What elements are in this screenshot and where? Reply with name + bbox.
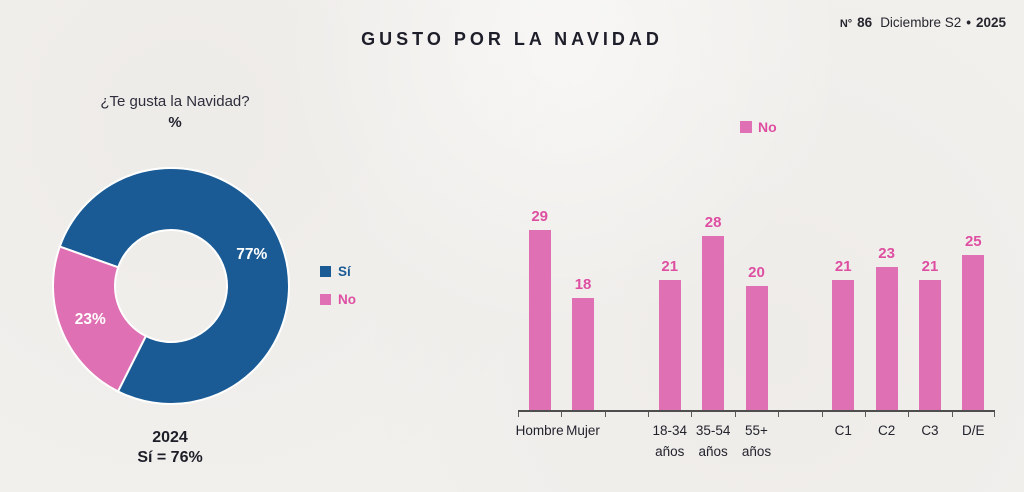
axis-tick — [561, 412, 563, 417]
axis-tick — [778, 412, 780, 417]
donut-note: 2024 Sí = 76% — [70, 428, 270, 468]
no-legend-label: No — [338, 292, 356, 307]
category-label: C1 — [834, 423, 852, 438]
category-label: 18-34 años — [652, 423, 688, 459]
donut-legend: Sí No — [320, 264, 356, 320]
x-axis-ticks — [518, 412, 995, 418]
donut-question-text: ¿Te gusta la Navidad? — [100, 93, 250, 110]
bar-value-label: 29 — [531, 208, 549, 225]
donut-slice-sí — [58, 167, 290, 405]
category-label: C2 — [877, 423, 896, 438]
bar-no-legend-label: No — [758, 119, 777, 135]
issue-year: 2025 — [975, 15, 1006, 30]
axis-tick — [821, 412, 823, 417]
bar-18-34-a-os — [658, 280, 681, 411]
legend-item-si: Sí — [320, 264, 356, 279]
note-value: Sí = 76% — [137, 449, 203, 466]
bar-value-label: 28 — [704, 214, 722, 231]
bar-value-label: 21 — [834, 258, 852, 275]
donut-unit-label: % — [168, 114, 182, 131]
category-label: Hombre — [515, 423, 564, 438]
axis-tick — [994, 412, 995, 417]
bar-c3 — [918, 280, 941, 411]
axis-tick — [908, 412, 910, 417]
donut-slice-label: 23% — [75, 311, 106, 328]
bar-55-a-os — [745, 286, 768, 411]
issue-number: 86 — [857, 15, 873, 30]
bar-value-label: 18 — [574, 276, 592, 293]
donut-chart: 77% 23% — [52, 167, 290, 405]
bar-d-e — [962, 255, 985, 411]
issue-info: N° 86 Diciembre S2 • 2025 — [840, 15, 1006, 30]
axis-tick — [864, 412, 866, 417]
category-label: C3 — [921, 423, 939, 438]
category-label: 55+ años — [741, 423, 772, 459]
bar-c1 — [832, 280, 855, 411]
axis-tick — [648, 412, 650, 417]
si-legend-label: Sí — [338, 264, 351, 279]
x-axis-category-labels: Hombre Mujer 18-34 años 35-54 años 55+ años C1 C2… — [516, 420, 995, 470]
axis-tick — [604, 412, 606, 417]
issue-number-symbol: N° — [839, 18, 853, 30]
category-label: D/E — [962, 423, 985, 438]
issue-separator: • — [966, 15, 971, 30]
page-title: GUSTO POR LA NAVIDAD — [361, 29, 663, 49]
axis-tick — [691, 412, 693, 417]
bar-no-legend-swatch — [740, 121, 752, 133]
bar-value-label: 23 — [878, 245, 895, 262]
axis-tick — [518, 412, 519, 417]
bar-35-54-a-os — [702, 236, 725, 411]
bar-hombre — [528, 230, 551, 411]
note-year: 2024 — [152, 429, 188, 446]
legend-item-no: No — [320, 292, 356, 307]
bar-c2 — [875, 267, 898, 411]
category-label: 35-54 años — [695, 423, 731, 459]
donut-slice-no — [52, 245, 148, 393]
donut-question: ¿Te gusta la Navidad? % — [65, 92, 285, 132]
issue-period: Diciembre S2 — [880, 15, 962, 30]
si-legend-swatch — [320, 266, 331, 277]
bar-value-label: 25 — [964, 233, 982, 250]
bar-value-label: 21 — [661, 258, 679, 275]
bar-value-label: 20 — [748, 264, 765, 281]
category-label: Mujer — [566, 423, 600, 438]
bar-chart-plot: 29 18 21 28 20 21 23 21 25 — [518, 208, 995, 411]
no-legend-swatch — [320, 294, 331, 305]
axis-tick — [951, 412, 953, 417]
bar-mujer — [572, 298, 595, 411]
bar-value-label: 21 — [921, 258, 939, 275]
x-axis-line — [518, 410, 995, 412]
axis-tick — [734, 412, 736, 417]
bar-chart-legend: No — [740, 119, 777, 135]
donut-slice-label: 77% — [236, 246, 267, 263]
